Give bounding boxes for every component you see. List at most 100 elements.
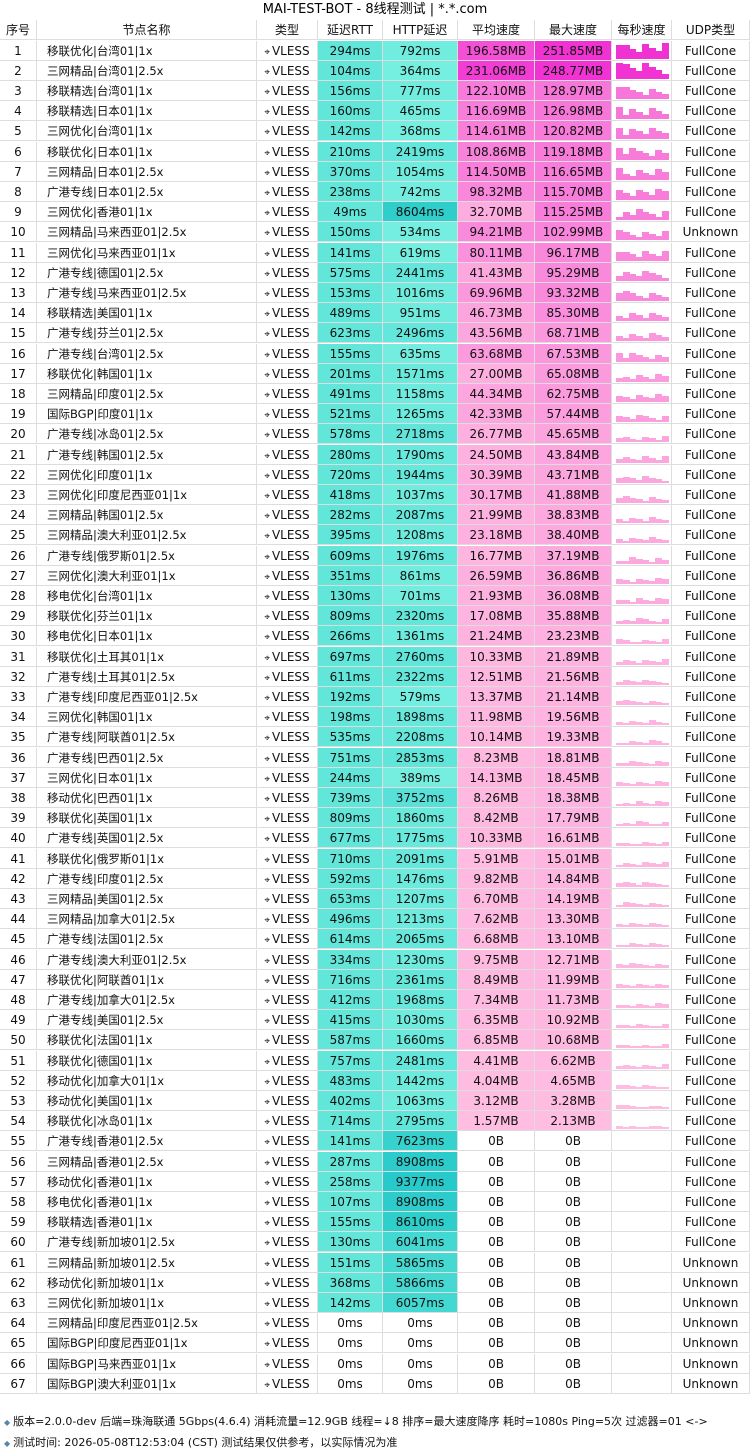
node-name: 广港专线|新加坡01|2.5x: [37, 1232, 257, 1253]
speed-sparkline-cell: [612, 424, 672, 445]
rtt: 716ms: [318, 969, 383, 990]
speed-spark-bar: [655, 662, 662, 665]
speed-spark-bar: [661, 336, 669, 342]
speed-spark-bar: [629, 458, 636, 463]
rtt: 160ms: [318, 101, 383, 122]
udp-type: FullCone: [672, 343, 750, 364]
http-latency: 2419ms: [383, 141, 458, 162]
speed-spark-bar: [655, 904, 662, 908]
row-index: 50: [0, 1030, 37, 1051]
node-type: VLESS: [257, 525, 318, 546]
row-index: 47: [0, 969, 37, 990]
udp-type: FullCone: [672, 484, 750, 506]
speed-spark-bar: [629, 581, 636, 584]
node-name: 国际BGP|印度尼西亚01|1x: [37, 1333, 257, 1354]
udp-type: FullCone: [672, 262, 750, 283]
speed-sparkline-cell: [612, 808, 672, 829]
udp-type: Unknown: [672, 1252, 750, 1273]
udp-type: FullCone: [672, 242, 750, 263]
speed-spark-bar: [642, 270, 649, 281]
speed-spark-bar: [648, 660, 656, 665]
avg-speed: 196.58MB: [458, 40, 535, 61]
speed-spark-bar: [635, 355, 643, 362]
speed-spark-bar: [616, 560, 623, 564]
http-latency: 534ms: [383, 222, 458, 243]
speed-spark-bar: [616, 904, 623, 908]
node-name: 广港专线|韩国01|2.5x: [37, 444, 257, 465]
speed-spark-bar: [635, 295, 643, 302]
speed-sparkline-cell: [612, 1151, 672, 1172]
node-type: VLESS: [257, 1232, 318, 1253]
speed-spark-bar: [616, 127, 623, 140]
speed-spark-bar: [648, 843, 656, 847]
node-name: 三网精品|香港01|2.5x: [37, 1151, 257, 1172]
rtt: 489ms: [318, 303, 383, 324]
node-type: VLESS: [257, 707, 318, 728]
rtt: 809ms: [318, 606, 383, 627]
http-latency: 2718ms: [383, 424, 458, 445]
speed-sparkline-cell: [612, 484, 672, 506]
speed-spark-bar: [629, 353, 636, 362]
row-index: 30: [0, 626, 37, 647]
node-type: VLESS: [257, 868, 318, 889]
speed-spark-bar: [648, 720, 656, 726]
rtt: 710ms: [318, 848, 383, 869]
node-type: VLESS: [257, 808, 318, 829]
rtt: 150ms: [318, 222, 383, 243]
avg-speed: 41.43MB: [458, 262, 535, 283]
row-index: 51: [0, 1050, 37, 1071]
avg-speed: 0B: [458, 1333, 535, 1354]
http-latency: 389ms: [383, 767, 458, 788]
speed-spark-bar: [655, 374, 662, 382]
speed-spark-bar: [642, 560, 649, 564]
speed-spark-bar: [648, 965, 656, 968]
footer-info: 版本=2.0.0-dev 后端=珠海联通 5Gbps(4.6.4) 消耗流量=1…: [4, 1414, 708, 1431]
http-latency: 2361ms: [383, 969, 458, 990]
http-latency: 1944ms: [383, 464, 458, 485]
speed-spark-bar: [616, 661, 623, 665]
speed-spark-bar: [655, 864, 662, 867]
speed-spark-bar: [629, 601, 636, 605]
node-type: VLESS: [257, 363, 318, 384]
udp-type: Unknown: [672, 1333, 750, 1354]
speed-spark-bar: [635, 131, 643, 140]
speed-spark-bar: [642, 416, 649, 423]
speed-spark-bar: [635, 1106, 643, 1110]
node-type: VLESS: [257, 505, 318, 526]
speed-spark-bar: [661, 861, 669, 867]
row-index: 38: [0, 787, 37, 809]
max-speed: 126.98MB: [535, 101, 612, 122]
max-speed: 3.28MB: [535, 1090, 612, 1112]
speed-spark-bar: [616, 519, 623, 524]
node-type: VLESS: [257, 1030, 318, 1051]
speed-spark-bar: [661, 742, 669, 746]
row-index: 43: [0, 888, 37, 910]
speed-sparkline-cell: [612, 686, 672, 708]
speed-spark-bar: [655, 314, 662, 322]
node-name: 广港专线|芬兰01|2.5x: [37, 323, 257, 344]
speed-spark-bar: [648, 458, 656, 463]
max-speed: 18.38MB: [535, 787, 612, 809]
avg-speed: 94.21MB: [458, 222, 535, 243]
rtt: 155ms: [318, 343, 383, 364]
speed-sparkline-cell: [612, 727, 672, 748]
speed-spark-bar: [655, 1066, 662, 1069]
node-name: 三网优化|香港01|1x: [37, 202, 257, 223]
max-speed: 85.30MB: [535, 303, 612, 324]
row-index: 22: [0, 464, 37, 485]
node-name: 移动优化|香港01|1x: [37, 1171, 257, 1192]
speed-spark-bar: [655, 419, 662, 423]
udp-type: FullCone: [672, 363, 750, 384]
node-type: VLESS: [257, 747, 318, 768]
max-speed: 0B: [535, 1252, 612, 1273]
speed-spark-bar: [629, 1105, 636, 1110]
speed-spark-bar: [622, 212, 630, 221]
speed-spark-bar: [661, 599, 669, 605]
node-name: 广港专线|俄罗斯01|2.5x: [37, 545, 257, 566]
speed-spark-bar: [616, 497, 623, 504]
speed-spark-bar: [629, 497, 636, 504]
max-speed: 23.23MB: [535, 626, 612, 647]
speed-spark-bar: [635, 315, 643, 322]
speed-sparkline-cell: [612, 868, 672, 889]
speed-sparkline-cell: [612, 1252, 672, 1273]
